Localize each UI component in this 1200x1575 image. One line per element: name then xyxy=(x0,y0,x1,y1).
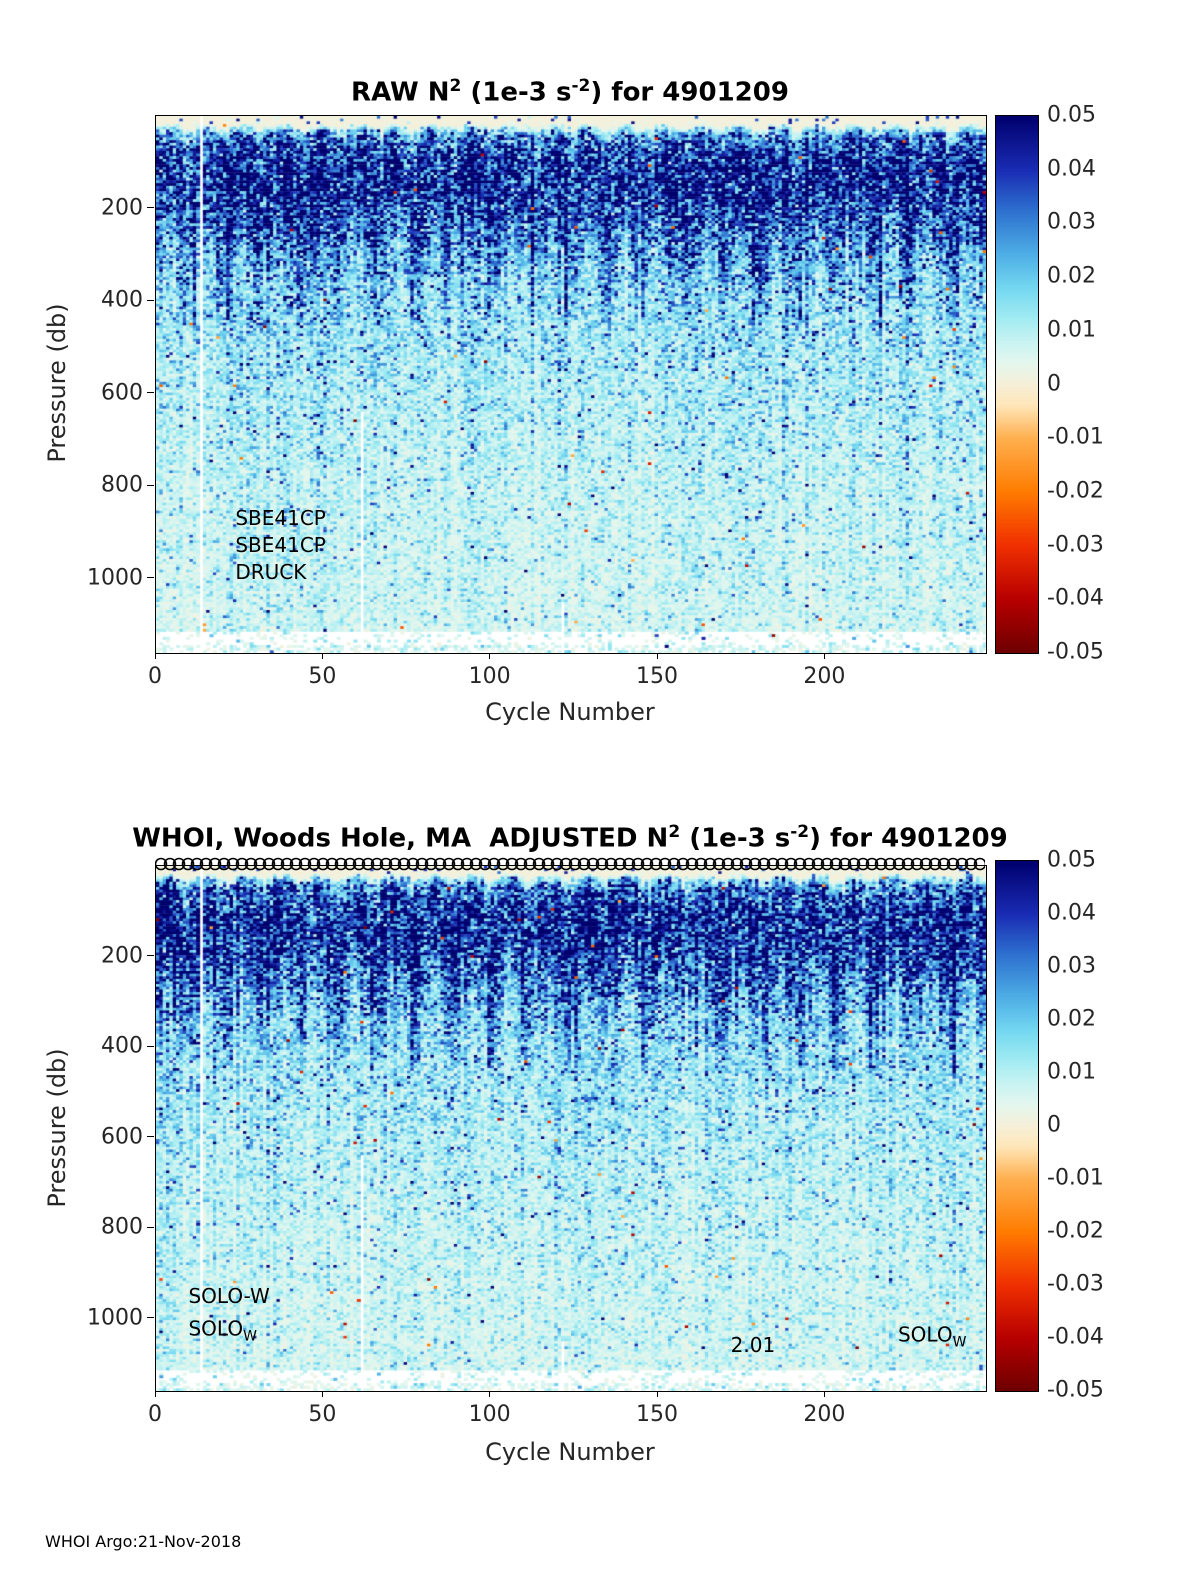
annotation: 2.01 xyxy=(730,1332,776,1357)
x-tick-mark xyxy=(823,1391,825,1397)
annotation: SOLO-W xyxy=(188,1284,270,1309)
x-tick-label: 0 xyxy=(148,1402,162,1427)
x-tick-label: 200 xyxy=(803,1402,846,1427)
y-tick-mark xyxy=(147,392,154,394)
colorbar-tick-label: -0.04 xyxy=(1047,1324,1104,1350)
x-tick-mark xyxy=(154,1391,156,1397)
annotation: SOLOW xyxy=(188,1316,257,1345)
colorbar-tick-label: 0 xyxy=(1047,371,1061,396)
colorbar-tick-label: 0.03 xyxy=(1047,953,1096,979)
y-tick-label: 200 xyxy=(101,195,143,221)
heatmap-canvas xyxy=(155,865,987,1392)
y-tick-mark xyxy=(147,955,154,957)
y-tick-label: 400 xyxy=(101,1033,143,1059)
footer-text: WHOI Argo:21-Nov-2018 xyxy=(45,1532,242,1551)
y-tick-mark xyxy=(147,1136,154,1138)
y-tick-mark xyxy=(147,577,154,579)
y-tick-label: 800 xyxy=(101,1214,143,1240)
colorbar-tick-label: 0.05 xyxy=(1047,847,1096,873)
colorbar-tick-label: 0 xyxy=(1047,1112,1061,1138)
y-tick-mark xyxy=(147,299,154,301)
y-tick-label: 200 xyxy=(101,943,143,969)
x-tick-mark xyxy=(656,653,658,659)
x-tick-label: 100 xyxy=(468,664,511,689)
y-tick-label: 800 xyxy=(101,472,143,498)
x-tick-mark xyxy=(489,653,491,659)
colorbar xyxy=(995,115,1039,654)
y-tick-label: 600 xyxy=(101,1124,143,1150)
x-tick-label: 50 xyxy=(308,1402,337,1427)
colorbar-tick-label: -0.05 xyxy=(1047,1377,1104,1403)
x-tick-label: 50 xyxy=(308,664,337,689)
colorbar-tick-label: 0.03 xyxy=(1047,209,1096,235)
colorbar-tick-label: -0.01 xyxy=(1047,424,1104,450)
colorbar-tick-label: -0.04 xyxy=(1047,585,1104,611)
colorbar-tick-label: -0.05 xyxy=(1047,639,1104,665)
y-axis-label: Pressure (db) xyxy=(43,1048,71,1208)
y-tick-label: 1000 xyxy=(87,565,143,591)
colorbar-tick-label: 0.01 xyxy=(1047,317,1096,343)
colorbar-tick-label: -0.02 xyxy=(1047,478,1104,504)
colorbar-tick-label: 0.04 xyxy=(1047,900,1096,926)
x-tick-label: 150 xyxy=(636,1402,679,1427)
profile-markers xyxy=(155,857,985,871)
colorbar-tick-label: 0.05 xyxy=(1047,102,1096,128)
colorbar-tick-label: 0.02 xyxy=(1047,1006,1096,1032)
y-tick-mark xyxy=(147,1226,154,1228)
colorbar-tick-label: -0.02 xyxy=(1047,1218,1104,1244)
x-axis-label: Cycle Number xyxy=(485,1438,655,1466)
x-tick-label: 0 xyxy=(148,664,162,689)
y-tick-label: 600 xyxy=(101,380,143,406)
y-tick-label: 400 xyxy=(101,287,143,313)
x-tick-label: 100 xyxy=(468,1402,511,1427)
colorbar-tick-label: -0.03 xyxy=(1047,1271,1104,1297)
x-tick-label: 150 xyxy=(636,664,679,689)
chart-title: WHOI, Woods Hole, MA ADJUSTED N2 (1e-3 s… xyxy=(132,822,1008,854)
x-tick-mark xyxy=(154,653,156,659)
annotation: SBE41CP xyxy=(235,505,326,530)
x-tick-mark xyxy=(489,1391,491,1397)
colorbar-tick-label: 0.02 xyxy=(1047,263,1096,289)
annotation: SOLOW xyxy=(897,1322,967,1351)
x-tick-mark xyxy=(321,653,323,659)
chart-title: RAW N2 (1e-3 s-2) for 4901209 xyxy=(351,76,789,108)
colorbar-tick-label: 0.01 xyxy=(1047,1059,1096,1085)
x-axis-label: Cycle Number xyxy=(485,698,655,726)
colorbar-tick-label: 0.04 xyxy=(1047,156,1096,182)
colorbar-tick-label: -0.03 xyxy=(1047,532,1104,558)
y-tick-mark xyxy=(147,1045,154,1047)
heatmap-canvas xyxy=(155,115,987,654)
annotation: DRUCK xyxy=(235,560,307,585)
annotation: SBE41CP xyxy=(235,533,326,558)
y-tick-mark xyxy=(147,207,154,209)
colorbar-tick-label: -0.01 xyxy=(1047,1165,1104,1191)
y-tick-mark xyxy=(147,484,154,486)
colorbar xyxy=(995,860,1039,1392)
y-tick-mark xyxy=(147,1317,154,1319)
y-tick-label: 1000 xyxy=(87,1305,143,1331)
x-tick-mark xyxy=(656,1391,658,1397)
x-tick-mark xyxy=(321,1391,323,1397)
x-tick-mark xyxy=(823,653,825,659)
x-tick-label: 200 xyxy=(803,664,846,689)
